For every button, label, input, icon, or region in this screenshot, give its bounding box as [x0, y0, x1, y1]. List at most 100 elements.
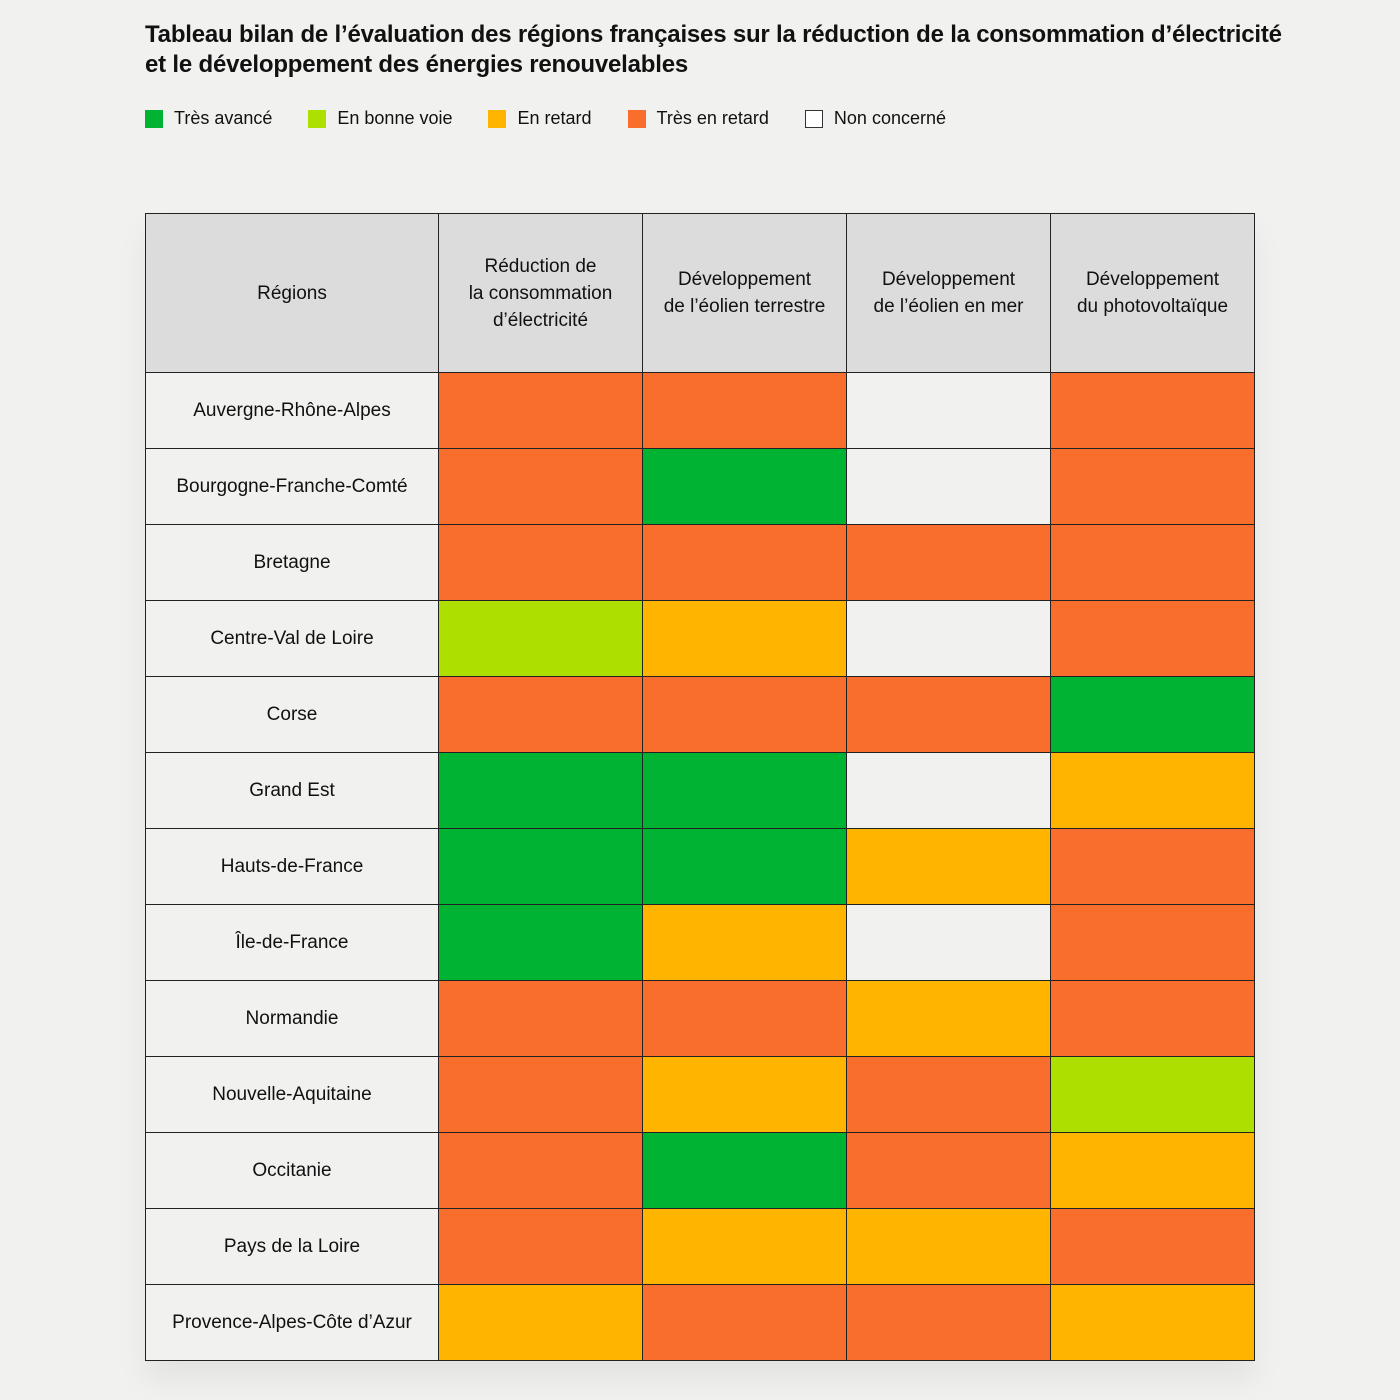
status-cell	[642, 676, 847, 753]
table-row: Nouvelle-Aquitaine	[145, 1056, 1255, 1133]
status-cell	[1050, 1208, 1255, 1285]
legend-swatch	[804, 109, 823, 128]
table-row: Auvergne-Rhône-Alpes	[145, 372, 1255, 449]
region-cell: Auvergne-Rhône-Alpes	[145, 372, 439, 449]
legend-label: En retard	[517, 108, 592, 128]
legend-label: Non concerné	[833, 108, 946, 128]
status-cell	[846, 752, 1051, 829]
status-cell	[642, 904, 847, 981]
header-regions: Régions	[145, 213, 439, 373]
region-cell: Île-de-France	[145, 904, 439, 981]
status-cell	[1050, 600, 1255, 677]
status-cell	[1050, 828, 1255, 905]
region-cell: Occitanie	[145, 1132, 439, 1209]
region-cell: Corse	[145, 676, 439, 753]
status-cell	[1050, 904, 1255, 981]
status-cell	[438, 448, 643, 525]
status-cell	[438, 1132, 643, 1209]
status-cell	[642, 1056, 847, 1133]
column-header: Développement du photovoltaïque	[1050, 213, 1255, 373]
status-cell	[642, 1132, 847, 1209]
status-cell	[846, 676, 1051, 753]
region-cell: Pays de la Loire	[145, 1208, 439, 1285]
status-cell	[642, 600, 847, 677]
status-cell	[642, 828, 847, 905]
status-cell	[642, 1284, 847, 1361]
status-cell	[846, 1284, 1051, 1361]
legend-swatch	[488, 109, 507, 128]
status-cell	[642, 372, 847, 449]
table-row: Bretagne	[145, 524, 1255, 601]
status-cell	[846, 600, 1051, 677]
column-header: Développement de l’éolien terrestre	[642, 213, 847, 373]
status-cell	[846, 980, 1051, 1057]
status-cell	[846, 1132, 1051, 1209]
legend-item: Non concerné	[804, 108, 946, 129]
legend-swatch	[627, 109, 646, 128]
region-cell: Bretagne	[145, 524, 439, 601]
status-cell	[642, 980, 847, 1057]
status-cell	[1050, 980, 1255, 1057]
region-cell: Provence-Alpes-Côte d’Azur	[145, 1284, 439, 1361]
status-cell	[1050, 448, 1255, 525]
status-cell	[438, 828, 643, 905]
status-cell	[1050, 372, 1255, 449]
table-row: Occitanie	[145, 1132, 1255, 1209]
table-row: Normandie	[145, 980, 1255, 1057]
table-row: Grand Est	[145, 752, 1255, 829]
legend-item: En bonne voie	[308, 108, 452, 129]
header-row: Régions Réduction de la consommation d’éle…	[145, 213, 1255, 373]
legend: Très avancé En bonne voie En retard Très en…	[145, 108, 982, 129]
status-cell	[642, 1208, 847, 1285]
legend-item: Très en retard	[627, 108, 769, 129]
region-cell: Nouvelle-Aquitaine	[145, 1056, 439, 1133]
status-cell	[642, 524, 847, 601]
region-cell: Bourgogne-Franche-Comté	[145, 448, 439, 525]
status-cell	[1050, 1132, 1255, 1209]
status-cell	[1050, 524, 1255, 601]
status-cell	[846, 904, 1051, 981]
status-cell	[642, 448, 847, 525]
table-row: Provence-Alpes-Côte d’Azur	[145, 1284, 1255, 1361]
status-cell	[438, 524, 643, 601]
status-cell	[642, 752, 847, 829]
status-cell	[846, 524, 1051, 601]
status-cell	[846, 1208, 1051, 1285]
status-cell	[438, 980, 643, 1057]
table-row: Centre-Val de Loire	[145, 600, 1255, 677]
status-cell	[438, 1284, 643, 1361]
status-cell	[438, 904, 643, 981]
status-cell	[846, 448, 1051, 525]
status-cell	[438, 372, 643, 449]
status-cell	[846, 1056, 1051, 1133]
region-cell: Hauts-de-France	[145, 828, 439, 905]
column-header: Développement de l’éolien en mer	[846, 213, 1051, 373]
legend-label: Très en retard	[656, 108, 769, 128]
table-row: Pays de la Loire	[145, 1208, 1255, 1285]
legend-swatch	[308, 109, 327, 128]
chart-title: Tableau bilan de l’évaluation des région…	[145, 21, 1282, 78]
status-cell	[846, 372, 1051, 449]
table-row: Corse	[145, 676, 1255, 753]
table-row: Bourgogne-Franche-Comté	[145, 448, 1255, 525]
status-cell	[1050, 1284, 1255, 1361]
status-cell	[438, 600, 643, 677]
evaluation-table: Régions Réduction de la consommation d’éle…	[145, 213, 1255, 1361]
status-cell	[1050, 1056, 1255, 1133]
region-cell: Normandie	[145, 980, 439, 1057]
status-cell	[1050, 676, 1255, 753]
column-header: Réduction de la consommation d’électricité	[438, 213, 643, 373]
status-cell	[438, 752, 643, 829]
legend-swatch	[145, 109, 163, 128]
status-cell	[438, 676, 643, 753]
legend-label: Très avancé	[174, 108, 273, 128]
status-cell	[438, 1056, 643, 1133]
status-cell	[1050, 752, 1255, 829]
table-row: Hauts-de-France	[145, 828, 1255, 905]
table-row: Île-de-France	[145, 904, 1255, 981]
status-cell	[846, 828, 1051, 905]
status-cell	[438, 1208, 643, 1285]
region-cell: Centre-Val de Loire	[145, 600, 439, 677]
legend-item: En retard	[488, 108, 592, 129]
legend-item: Très avancé	[145, 108, 272, 129]
